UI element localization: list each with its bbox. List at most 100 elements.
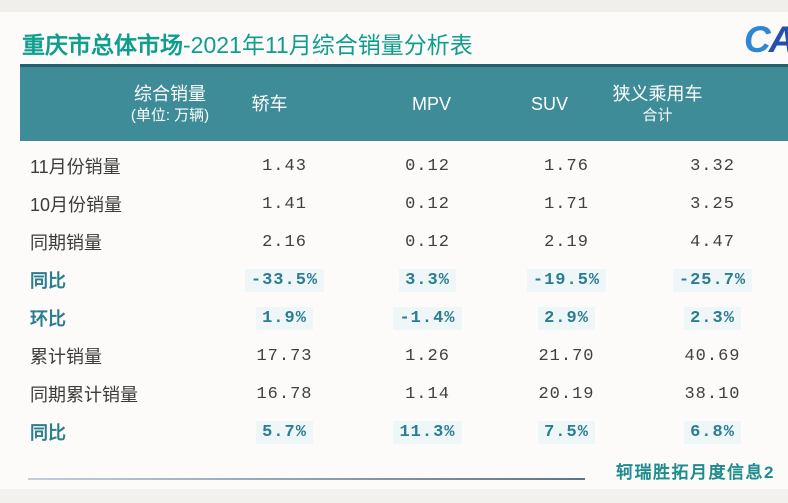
value-text: 17.73 — [256, 346, 313, 366]
value-text: 1.71 — [544, 194, 589, 214]
row-label: 环比 — [30, 309, 66, 329]
value-text: 7.5% — [538, 420, 595, 444]
value-text: 0.12 — [405, 194, 450, 214]
value-cell: 0.12 — [359, 233, 496, 252]
value-text: 0.12 — [405, 232, 450, 252]
value-text: 2.16 — [262, 232, 307, 252]
table-row: 同比 -33.5% 3.3% -19.5% -25.7% — [20, 261, 788, 299]
value-cell: 2.9% — [496, 306, 637, 330]
value-text: 20.19 — [538, 384, 595, 404]
value-text: 1.76 — [544, 156, 589, 176]
value-text: 5.7% — [256, 420, 313, 444]
value-text: 4.47 — [690, 232, 735, 252]
value-text: 38.10 — [684, 384, 741, 404]
header-cell-mpv: MPV — [363, 92, 500, 116]
value-cell: 1.14 — [359, 385, 496, 404]
value-text: 1.43 — [262, 156, 307, 176]
value-cell: 1.43 — [210, 157, 359, 176]
row-label: 同比 — [30, 423, 66, 443]
value-cell: 16.78 — [210, 385, 359, 404]
value-text: 11.3% — [393, 420, 462, 444]
value-cell: 0.12 — [359, 157, 496, 176]
value-text: 40.69 — [684, 346, 741, 366]
cae-logo-letters: AE — [769, 19, 788, 60]
value-text: 3.25 — [690, 194, 735, 214]
value-text: 0.12 — [405, 156, 450, 176]
table-row: 同期销量 2.16 0.12 2.19 4.47 — [20, 223, 788, 261]
value-text: 3.3% — [399, 268, 456, 292]
header-sublabel: (单位: 万辆) — [130, 107, 210, 125]
value-cell: 1.26 — [359, 347, 496, 366]
table-row: 同比 5.7% 11.3% 7.5% 6.8% — [20, 413, 788, 451]
value-text: 3.32 — [690, 156, 735, 176]
value-text: 2.9% — [538, 306, 595, 330]
value-cell: 40.69 — [637, 347, 788, 366]
value-cell: -1.4% — [359, 306, 496, 330]
row-label: 累计销量 — [30, 347, 102, 367]
header-cell-zonghe-xiaoliang: 综合销量 (单位: 万辆) — [75, 82, 265, 127]
row-label: 11月份销量 — [30, 157, 121, 177]
table-body: 11月份销量 1.43 0.12 1.76 3.32 10月份销量 1.41 0.12 1.71… — [20, 141, 788, 451]
value-text: -25.7% — [672, 268, 753, 292]
value-cell: 20.19 — [496, 385, 637, 404]
value-text: -33.5% — [244, 268, 325, 292]
header-label: MPV — [411, 93, 451, 114]
top-strip — [0, 0, 788, 12]
value-cell: 3.3% — [359, 268, 496, 292]
value-cell: -25.7% — [637, 268, 788, 292]
header-cell-jiaoche: 轿车 — [195, 92, 344, 116]
header-label: 轿车 — [251, 93, 288, 114]
row-label: 同期累计销量 — [30, 385, 138, 405]
header-label: SUV — [530, 93, 568, 114]
value-text: -19.5% — [526, 268, 607, 292]
header-label: 狭义乘用车 — [612, 83, 703, 104]
table-row: 累计销量 17.73 1.26 21.70 40.69 — [20, 337, 788, 375]
row-label: 10月份销量 — [30, 195, 123, 215]
value-cell: 2.3% — [637, 306, 788, 330]
cae-logo-mark: C — [744, 19, 771, 60]
value-cell: -19.5% — [496, 268, 637, 292]
value-cell: 21.70 — [496, 347, 637, 366]
value-cell: 2.16 — [210, 233, 359, 252]
value-cell: 2.19 — [496, 233, 637, 252]
header-cell-suv: SUV — [479, 92, 620, 116]
value-text: 1.26 — [405, 346, 450, 366]
value-text: 6.8% — [684, 420, 741, 444]
value-cell: 11.3% — [359, 420, 496, 444]
page-title-market: 重庆市总体市场 — [22, 32, 183, 58]
value-text: 2.19 — [544, 232, 589, 252]
footer-note: 轲瑞胜拓月度信息2 — [616, 463, 775, 482]
table-row: 10月份销量 1.41 0.12 1.71 3.25 — [20, 185, 788, 223]
value-text: 1.41 — [262, 194, 307, 214]
value-text: 16.78 — [256, 384, 313, 404]
value-cell: 1.41 — [210, 195, 359, 214]
header-cell-xiayi-chengyongche-heji: 狭义乘用车 合计 — [582, 82, 733, 127]
page-title-subtitle: -2021年11月综合销量分析表 — [183, 32, 473, 58]
value-text: 1.14 — [405, 384, 450, 404]
value-text: 1.9% — [256, 306, 313, 330]
header-sublabel: 合计 — [642, 107, 673, 125]
value-cell: 3.25 — [637, 195, 788, 214]
table-header-row: 综合销量 (单位: 万辆) 轿车 MPV SUV 狭义乘用车合计 — [20, 64, 788, 141]
value-cell: 3.32 — [637, 157, 788, 176]
cae-logo: CAE — [744, 18, 788, 62]
value-cell: 38.10 — [637, 385, 788, 404]
value-cell: 5.7% — [210, 420, 359, 444]
bottom-strip — [0, 489, 788, 503]
value-text: 2.3% — [684, 306, 741, 330]
sales-table: 综合销量 (单位: 万辆) 轿车 MPV SUV 狭义乘用车合计 11月份销量 1.43 0.… — [20, 64, 788, 451]
page-title: 重庆市总体市场-2021年11月综合销量分析表 — [22, 26, 473, 60]
value-text: 21.70 — [538, 346, 595, 366]
value-text: -1.4% — [393, 306, 462, 330]
value-cell: 4.47 — [637, 233, 788, 252]
footer-divider-line — [28, 478, 585, 480]
value-cell: 7.5% — [496, 420, 637, 444]
value-cell: 1.71 — [496, 195, 637, 214]
value-cell: -33.5% — [210, 268, 359, 292]
row-label: 同比 — [30, 271, 66, 291]
value-cell: 0.12 — [359, 195, 496, 214]
table-row: 11月份销量 1.43 0.12 1.76 3.32 — [20, 147, 788, 185]
table-row: 环比 1.9% -1.4% 2.9% 2.3% — [20, 299, 788, 337]
table-row: 同期累计销量 16.78 1.14 20.19 38.10 — [20, 375, 788, 413]
